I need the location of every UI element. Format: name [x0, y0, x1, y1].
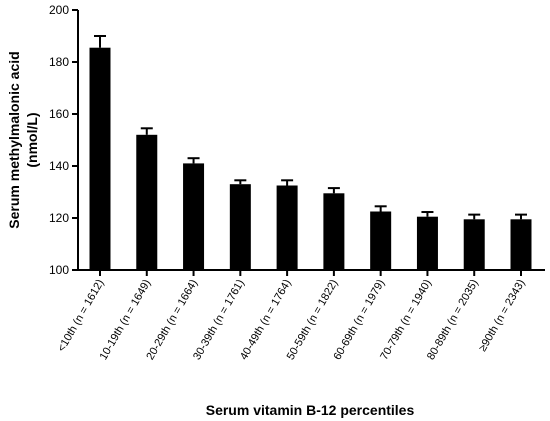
y-tick-label: 140: [49, 159, 69, 173]
bar: [276, 185, 298, 270]
x-tick-label: <10th (n = 1612): [56, 278, 107, 354]
y-tick-label: 160: [49, 107, 69, 121]
x-tick-label: 20-29th (n = 1664): [144, 278, 200, 363]
y-tick-label: 200: [49, 3, 69, 17]
bar: [89, 47, 111, 271]
bar: [416, 216, 438, 270]
x-tick-label: 40-49th (n = 1764): [238, 278, 294, 363]
bar: [229, 184, 251, 270]
bar: [463, 219, 485, 270]
plot-area: 100 120 140 160 180 200 <10th (n = 1612)10-19t…: [49, 3, 545, 362]
x-tick-label: 10-19th (n = 1649): [98, 278, 154, 363]
y-axis-label-line1: Serum methylmalonic acid: [6, 51, 22, 228]
x-tick-label: 30-39th (n = 1761): [191, 278, 247, 363]
x-tick-label: ≥90th (n = 2343): [477, 278, 528, 354]
x-axis-label: Serum vitamin B-12 percentiles: [206, 402, 415, 418]
y-tick-label: 180: [49, 55, 69, 69]
bar: [136, 134, 158, 270]
x-tick-label: 50-59th (n = 1822): [285, 278, 341, 363]
x-tick-label: 80-89th (n = 2035): [425, 278, 481, 363]
y-axis-label: Serum methylmalonic acid (nmol/L): [6, 51, 40, 228]
bar: [183, 163, 205, 270]
y-tick-label: 120: [49, 211, 69, 225]
x-tick-label: 70-79th (n = 1940): [378, 278, 434, 363]
bar: [510, 219, 532, 270]
x-tick-label: 60-69th (n = 1979): [331, 278, 387, 363]
y-axis-label-line2: (nmol/L): [24, 112, 40, 167]
bar: [323, 193, 345, 270]
bar: [370, 211, 392, 270]
y-tick-label: 100: [49, 263, 69, 277]
